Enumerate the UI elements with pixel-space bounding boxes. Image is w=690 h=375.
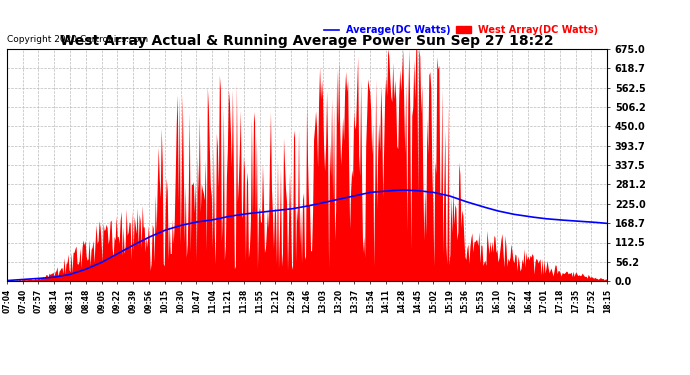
- Text: Copyright 2020 Cartronics.com: Copyright 2020 Cartronics.com: [7, 35, 148, 44]
- Legend: Average(DC Watts), West Array(DC Watts): Average(DC Watts), West Array(DC Watts): [320, 21, 602, 39]
- Title: West Array Actual & Running Average Power Sun Sep 27 18:22: West Array Actual & Running Average Powe…: [60, 34, 554, 48]
